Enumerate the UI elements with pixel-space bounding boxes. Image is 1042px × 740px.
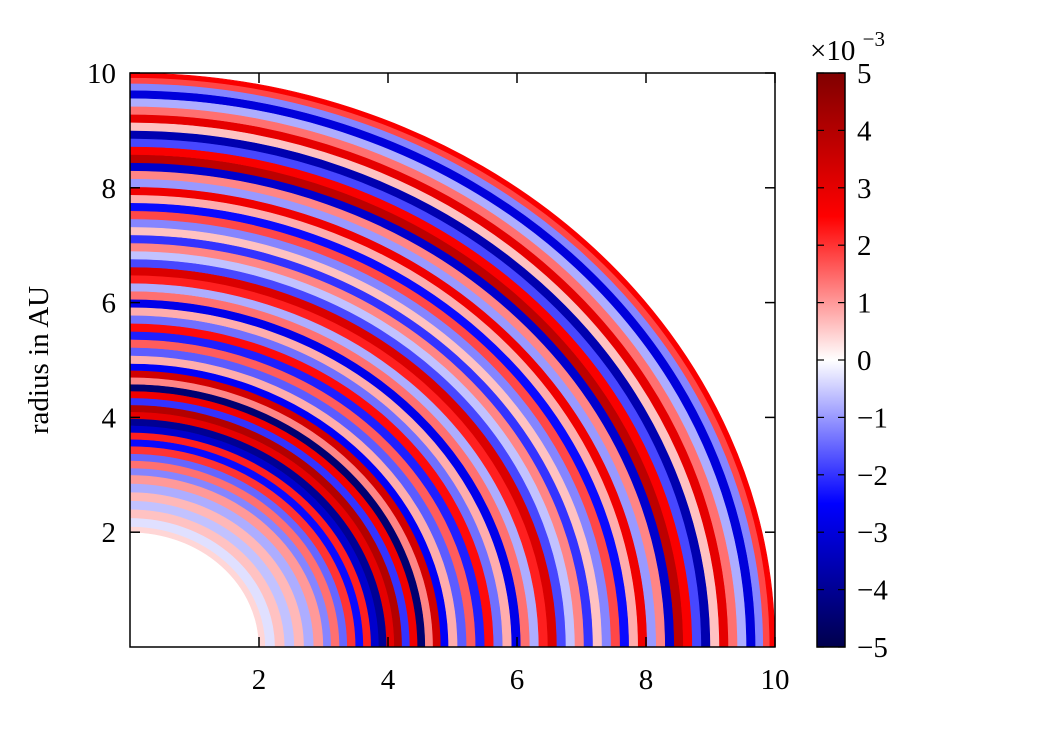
ring-band-59 <box>130 73 775 647</box>
colorbar-tick-label-5: 5 <box>857 58 872 90</box>
x-tick-label-2: 2 <box>252 664 267 696</box>
colorbar-tick-label-2: 2 <box>857 230 872 262</box>
x-tick-label-6: 6 <box>510 664 525 696</box>
y-tick-label-4: 4 <box>102 402 117 434</box>
colorbar-tick-label-1: 1 <box>857 288 872 320</box>
y-tick-label-6: 6 <box>102 288 117 320</box>
colorbar-multiplier-base: ×10 <box>810 35 855 67</box>
colorbar-tick-label-4: 4 <box>857 115 872 147</box>
axis-ticks: 2 4 6 8 10 2 4 6 8 10 <box>87 58 790 696</box>
colorbar-ticks: 5 4 3 2 1 0 −1 −2 −3 −4 −5 <box>817 58 888 664</box>
colorbar-tick-label--5: −5 <box>857 632 888 664</box>
x-tick-label-4: 4 <box>381 664 396 696</box>
colorbar-tick-label--4: −4 <box>857 575 888 607</box>
colorbar-multiplier: ×10 −3 <box>810 27 885 67</box>
y-axis-label: radius in AU <box>23 286 55 434</box>
x-tick-label-10: 10 <box>761 664 790 696</box>
colorbar-tick-label--1: −1 <box>857 402 888 434</box>
colorbar-tick-label--3: −3 <box>857 517 888 549</box>
colorbar-tick-label-3: 3 <box>857 173 872 205</box>
plot-frame <box>129 72 776 648</box>
colorbar-tick-label--2: −2 <box>857 460 888 492</box>
polar-heatmap <box>130 73 775 647</box>
y-tick-label-8: 8 <box>102 173 117 205</box>
x-tick-label-8: 8 <box>639 664 654 696</box>
y-tick-label-10: 10 <box>87 58 116 90</box>
y-tick-label-2: 2 <box>102 517 117 549</box>
colorbar-tick-label-0: 0 <box>857 345 872 377</box>
colorbar-multiplier-exponent: −3 <box>863 27 885 51</box>
